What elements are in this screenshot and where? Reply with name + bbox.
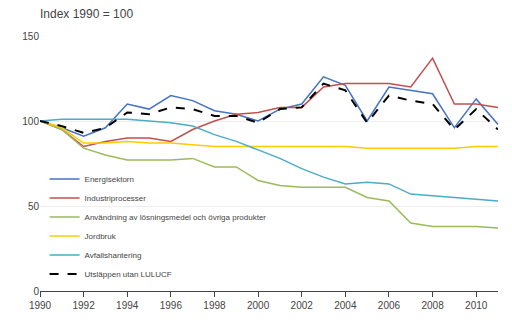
svg-text:2004: 2004 [334, 300, 357, 311]
svg-text:1992: 1992 [72, 300, 95, 311]
svg-text:0: 0 [33, 286, 39, 297]
svg-text:Jordbruk: Jordbruk [85, 232, 117, 241]
svg-text:Industriprocesser: Industriprocesser [85, 194, 147, 203]
svg-text:Användning av lösningsmedel oc: Användning av lösningsmedel och övriga p… [85, 213, 267, 222]
svg-text:1998: 1998 [203, 300, 226, 311]
svg-text:150: 150 [22, 31, 39, 42]
svg-text:Utsläppen utan LULUCF: Utsläppen utan LULUCF [85, 270, 172, 279]
svg-text:Avfallshantering: Avfallshantering [85, 251, 142, 260]
svg-text:2010: 2010 [465, 300, 488, 311]
svg-text:2008: 2008 [421, 300, 444, 311]
svg-text:50: 50 [28, 201, 40, 212]
svg-text:2000: 2000 [247, 300, 270, 311]
svg-text:2006: 2006 [378, 300, 401, 311]
svg-text:2002: 2002 [291, 300, 314, 311]
svg-text:1990: 1990 [29, 300, 52, 311]
svg-text:100: 100 [22, 116, 39, 127]
svg-text:1994: 1994 [116, 300, 139, 311]
svg-text:Energisektorn: Energisektorn [85, 175, 134, 184]
svg-text:1996: 1996 [160, 300, 183, 311]
svg-text:Index 1990 = 100: Index 1990 = 100 [40, 7, 133, 21]
